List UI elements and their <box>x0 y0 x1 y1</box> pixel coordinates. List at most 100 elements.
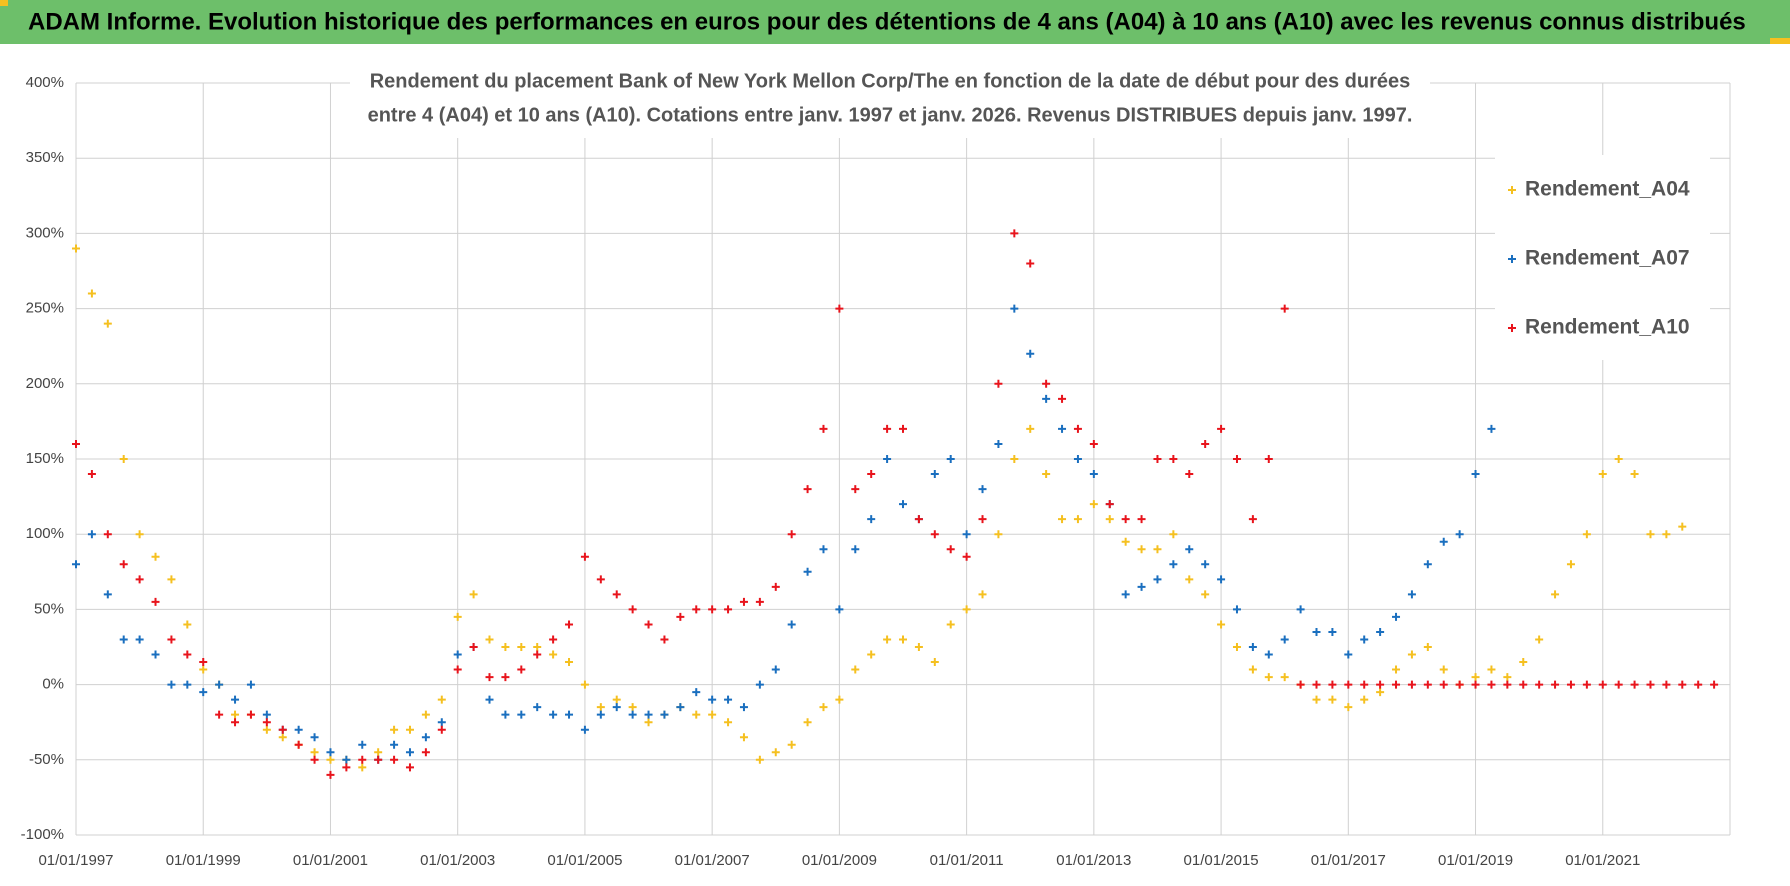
point <box>628 605 637 614</box>
point <box>1058 394 1067 403</box>
point <box>962 530 971 539</box>
point <box>231 695 240 704</box>
y-tick-label: 300% <box>26 224 64 241</box>
y-tick-label: 150% <box>26 450 64 467</box>
point <box>135 530 144 539</box>
point <box>87 470 96 479</box>
point <box>1137 515 1146 524</box>
point <box>1646 680 1655 689</box>
point <box>183 620 192 629</box>
point <box>1026 259 1035 268</box>
point <box>819 703 828 712</box>
point <box>994 439 1003 448</box>
point <box>596 575 605 584</box>
point <box>374 755 383 764</box>
point <box>390 755 399 764</box>
point <box>453 650 462 659</box>
point <box>1439 665 1448 674</box>
banner-title: ADAM Informe. Evolution historique des p… <box>28 8 1746 35</box>
point <box>533 650 542 659</box>
point <box>1487 424 1496 433</box>
point <box>1630 680 1639 689</box>
point <box>930 470 939 479</box>
grid <box>75 82 1731 836</box>
point <box>962 605 971 614</box>
point <box>517 710 526 719</box>
point <box>1360 680 1369 689</box>
point <box>390 725 399 734</box>
point <box>1153 455 1162 463</box>
point <box>87 530 96 539</box>
point <box>1026 424 1035 433</box>
point <box>803 567 812 576</box>
point <box>405 748 414 757</box>
point <box>1169 560 1178 569</box>
point <box>1217 575 1226 584</box>
point <box>1344 680 1353 689</box>
point <box>199 658 208 667</box>
point <box>1058 515 1067 524</box>
point <box>628 710 637 719</box>
point <box>485 635 494 644</box>
point <box>421 748 430 757</box>
point <box>1614 680 1623 689</box>
point <box>899 635 907 644</box>
point <box>1296 680 1305 689</box>
point <box>453 612 462 621</box>
x-tick-label: 01/01/2019 <box>1438 852 1513 869</box>
point <box>1694 680 1703 689</box>
point <box>1392 680 1401 689</box>
y-tick-label: 350% <box>26 149 64 166</box>
point <box>310 748 319 757</box>
point <box>1376 688 1385 697</box>
point <box>644 718 653 727</box>
point <box>1217 424 1226 433</box>
point <box>485 673 494 682</box>
point <box>1026 349 1035 358</box>
point <box>1248 643 1257 651</box>
point <box>628 703 637 712</box>
point <box>1376 627 1385 636</box>
point <box>835 605 844 614</box>
point <box>103 530 112 539</box>
point <box>565 620 574 629</box>
point <box>1344 703 1353 712</box>
point <box>1089 500 1098 509</box>
point <box>819 545 828 554</box>
point <box>405 725 414 734</box>
banner <box>0 0 1790 44</box>
point <box>724 605 733 614</box>
y-tick-label: -100% <box>21 826 64 843</box>
point <box>1360 695 1369 704</box>
point <box>1598 680 1607 689</box>
point <box>246 710 255 719</box>
point <box>1264 673 1273 682</box>
point <box>787 740 796 749</box>
point <box>739 597 748 606</box>
point <box>1551 680 1560 689</box>
point <box>851 485 860 494</box>
point <box>1487 665 1496 674</box>
y-tick-label: 250% <box>26 300 64 317</box>
point <box>151 650 160 659</box>
point <box>1280 673 1289 682</box>
point <box>405 763 414 772</box>
point <box>883 424 892 433</box>
point <box>151 552 160 561</box>
point <box>755 597 764 606</box>
x-tick-label: 01/01/2013 <box>1056 852 1131 869</box>
point <box>72 439 80 448</box>
point <box>390 740 399 749</box>
point <box>1423 560 1432 569</box>
point <box>851 665 860 674</box>
point <box>1105 515 1114 524</box>
point <box>119 560 128 569</box>
point <box>342 755 351 764</box>
point <box>883 455 892 463</box>
point <box>215 680 224 689</box>
point <box>72 560 80 569</box>
point <box>1042 379 1051 388</box>
point <box>1535 635 1544 644</box>
point <box>676 703 685 712</box>
